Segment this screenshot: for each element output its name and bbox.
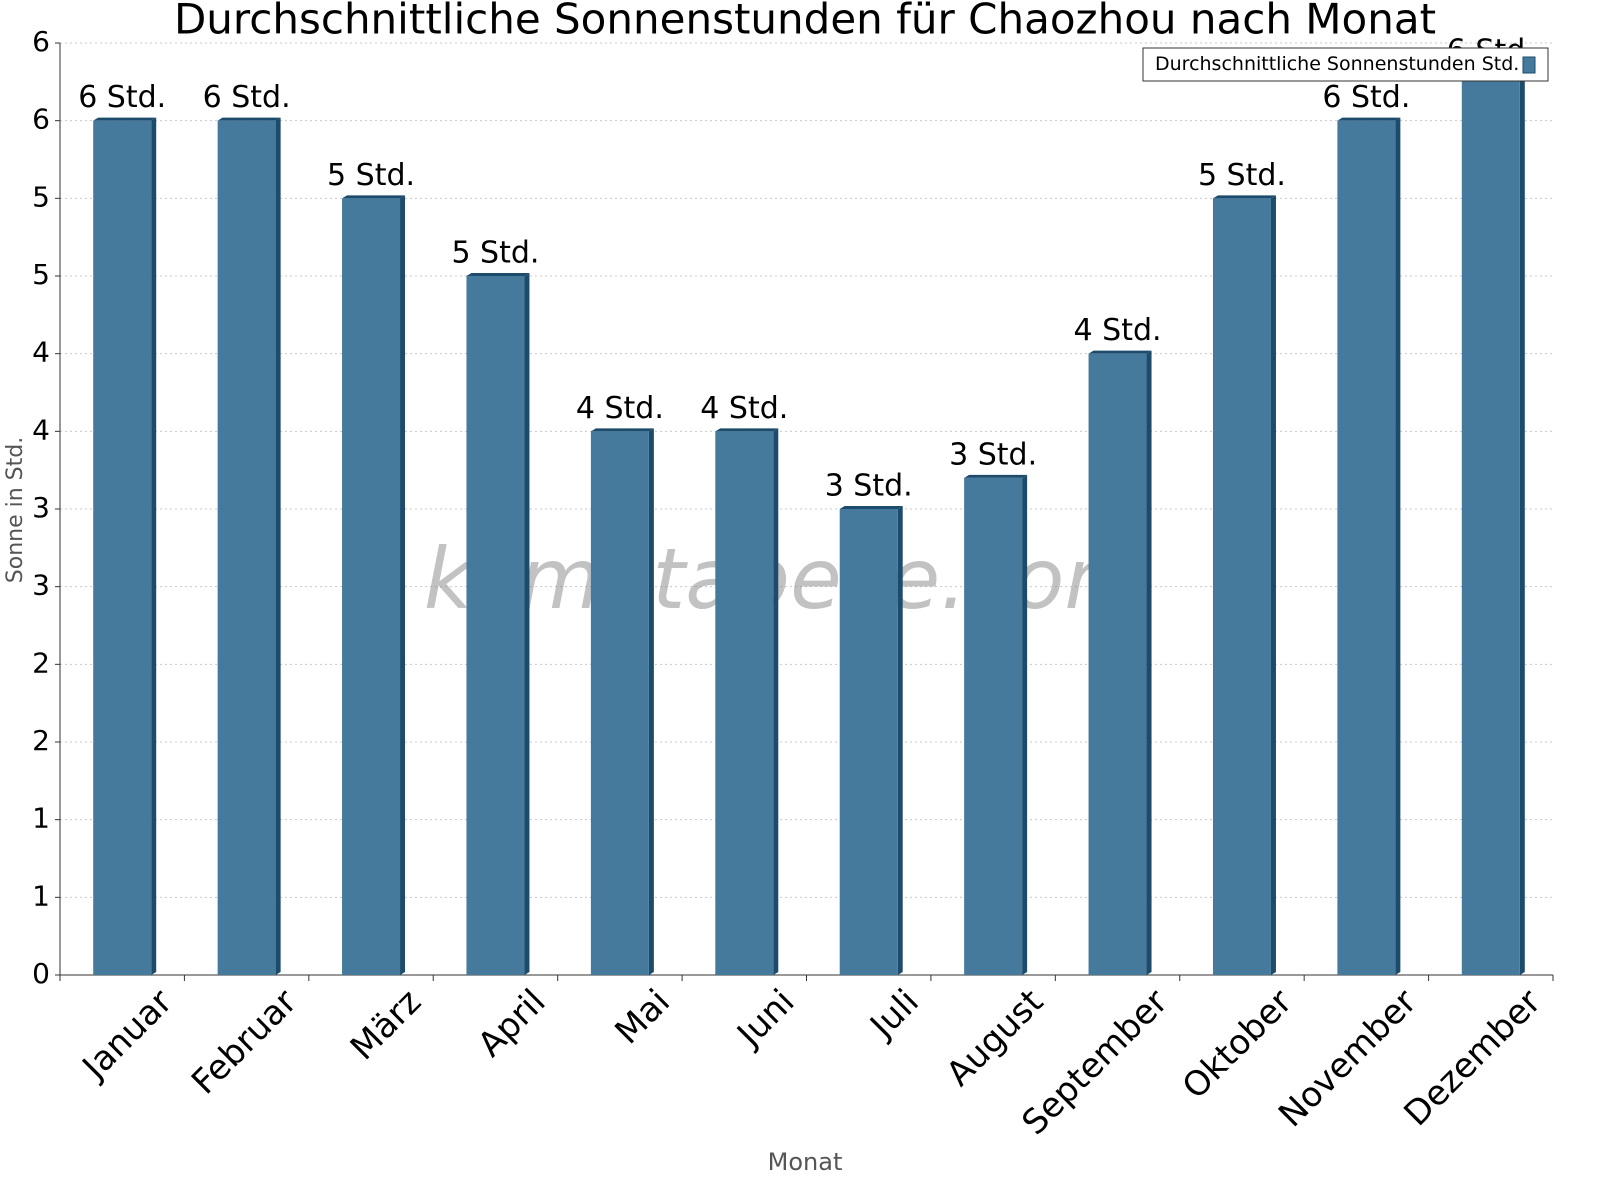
bar-side [1270, 195, 1276, 976]
data-label: 4 Std. [576, 391, 664, 426]
y-tick-label: 0 [32, 957, 50, 990]
x-tick-label: Oktober [1175, 982, 1300, 1107]
y-axis-label: Sonne in Std. [3, 437, 28, 583]
bar-top [93, 117, 157, 121]
data-label: 6 Std. [1322, 80, 1410, 115]
x-tick-label: April [470, 982, 553, 1065]
legend-box [1142, 47, 1549, 82]
data-label: 6 Std. [78, 80, 166, 115]
bar-top [715, 428, 779, 432]
bar [1337, 120, 1396, 975]
bar [1088, 353, 1147, 976]
bar [466, 276, 525, 975]
y-tick-label: 3 [32, 491, 50, 524]
chart-title: Durchschnittliche Sonnenstunden für Chao… [174, 0, 1436, 44]
x-tick-label: Januar [74, 982, 181, 1089]
data-label: 3 Std. [825, 469, 913, 504]
bar-side [648, 428, 654, 975]
bar-top [217, 117, 281, 121]
bar-top [1088, 350, 1152, 354]
bar [93, 120, 152, 975]
bar-side [524, 273, 530, 975]
bar-side [275, 117, 281, 975]
y-tick-label: 2 [32, 724, 50, 757]
x-tick-label: Juni [728, 982, 802, 1056]
bar [590, 431, 649, 975]
bar [1212, 198, 1271, 976]
data-label: 4 Std. [1074, 313, 1162, 348]
y-tick-label: 4 [32, 336, 50, 369]
bar-top [1337, 117, 1401, 121]
y-tick-label: 4 [32, 413, 50, 446]
bar [964, 477, 1023, 975]
data-label: 4 Std. [700, 391, 788, 426]
bar-side [1022, 474, 1028, 975]
bar-top [590, 428, 654, 432]
bar-side [897, 506, 903, 975]
watermark: klimatabelle.com [424, 530, 1147, 628]
bar-top [466, 273, 530, 276]
legend-swatch [1522, 56, 1536, 74]
y-tick-label: 6 [32, 103, 50, 136]
bar-side [1395, 117, 1401, 975]
bar [342, 198, 401, 976]
x-tick-label: März [343, 982, 429, 1068]
y-tick-label: 5 [32, 258, 50, 291]
legend-label: Durchschnittliche Sonnenstunden Std. [1155, 53, 1519, 75]
bar-side [773, 428, 779, 975]
bar-side [1146, 350, 1152, 976]
x-axis-label: Monat [768, 1148, 843, 1176]
y-tick-label: 1 [32, 879, 50, 912]
y-tick-label: 3 [32, 569, 50, 602]
data-label: 5 Std. [451, 236, 539, 271]
bar-top [839, 506, 903, 509]
bar [839, 509, 898, 975]
x-tick-label: Februar [184, 982, 305, 1103]
bar [217, 120, 276, 975]
x-tick-label: Dezember [1397, 982, 1549, 1134]
data-label: 5 Std. [327, 158, 415, 193]
bar [715, 431, 774, 975]
bar-side [400, 195, 406, 976]
data-label: 5 Std. [1198, 158, 1286, 193]
bar-top [964, 474, 1028, 478]
data-label: 3 Std. [949, 437, 1037, 472]
bar-side [1519, 71, 1525, 976]
bar-top [1212, 195, 1276, 199]
x-tick-label: August [939, 982, 1051, 1094]
y-tick-label: 5 [32, 180, 50, 213]
bar-top [342, 195, 406, 199]
x-tick-label: Mai [608, 982, 678, 1052]
bar [1461, 74, 1520, 976]
x-tick-label: Juli [861, 982, 926, 1047]
y-tick-label: 1 [32, 802, 50, 835]
y-tick-label: 6 [32, 25, 50, 58]
data-label: 6 Std. [203, 80, 291, 115]
bar-side [151, 117, 157, 975]
y-tick-label: 2 [32, 646, 50, 679]
